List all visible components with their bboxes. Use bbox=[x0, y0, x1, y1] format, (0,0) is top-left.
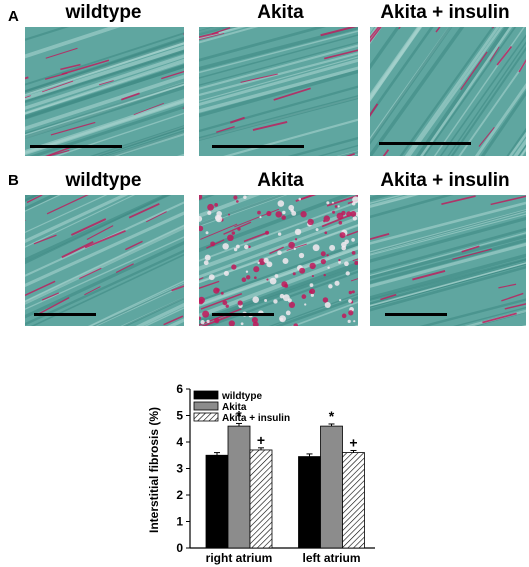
panel-a-title-akita: Akita bbox=[257, 2, 304, 23]
micrograph-a-wildtype bbox=[25, 27, 184, 156]
y-tick-label: 2 bbox=[176, 488, 183, 502]
micrograph-a-akita bbox=[199, 27, 358, 156]
scale-bar bbox=[385, 313, 447, 316]
scale-bar bbox=[212, 313, 274, 316]
scale-bar bbox=[212, 145, 304, 148]
legend-swatch bbox=[193, 401, 219, 411]
micrograph-b-wildtype bbox=[25, 195, 184, 326]
legend-label: Akita bbox=[222, 402, 247, 413]
bar-wildtype bbox=[205, 454, 229, 549]
panel-letter-b: B bbox=[8, 172, 19, 189]
bar-wildtype bbox=[298, 456, 321, 549]
y-tick-label: 0 bbox=[176, 541, 183, 555]
x-tick-label: right atrium bbox=[206, 551, 273, 565]
panel-a-title-akita-insulin: Akita + insulin bbox=[380, 2, 510, 23]
x-tick-label: left atrium bbox=[302, 551, 360, 565]
y-tick-label: 5 bbox=[176, 409, 183, 423]
panel-b-title-wildtype: wildtype bbox=[65, 170, 142, 191]
scale-bar bbox=[379, 142, 471, 145]
micrograph-a-akita-insulin bbox=[370, 27, 526, 156]
y-tick-label: 1 bbox=[176, 515, 183, 529]
significance-marker: + bbox=[349, 434, 357, 450]
fibrosis-bar-chart: C Interstitial fibrosis (%) 0123456*+rig… bbox=[147, 382, 375, 565]
legend-swatch bbox=[193, 412, 219, 422]
legend-swatch bbox=[193, 390, 219, 400]
bar-akita-insulin bbox=[342, 452, 365, 549]
micrograph-b-akita-insulin bbox=[370, 195, 526, 326]
significance-marker: * bbox=[329, 408, 335, 424]
bar-akita bbox=[227, 425, 251, 549]
y-tick-label: 3 bbox=[176, 462, 183, 476]
micrograph-b-akita bbox=[199, 195, 358, 326]
bar-akita-insulin bbox=[249, 449, 273, 549]
legend-label: Akita + insulin bbox=[222, 413, 290, 424]
panel-letter-a: A bbox=[8, 8, 19, 25]
panel-a-title-wildtype: wildtype bbox=[65, 2, 142, 23]
y-axis-label: Interstitial fibrosis (%) bbox=[147, 407, 161, 533]
panel-b-title-akita-insulin: Akita + insulin bbox=[380, 170, 510, 191]
scale-bar bbox=[34, 313, 96, 316]
panel-b-title-akita: Akita bbox=[257, 170, 304, 191]
scale-bar bbox=[30, 145, 122, 148]
significance-marker: + bbox=[257, 432, 265, 448]
significance-marker: * bbox=[236, 407, 242, 423]
bar-akita bbox=[320, 425, 343, 549]
y-tick-label: 6 bbox=[176, 382, 183, 396]
legend-label: wildtype bbox=[221, 391, 262, 402]
y-tick-label: 4 bbox=[176, 435, 183, 449]
